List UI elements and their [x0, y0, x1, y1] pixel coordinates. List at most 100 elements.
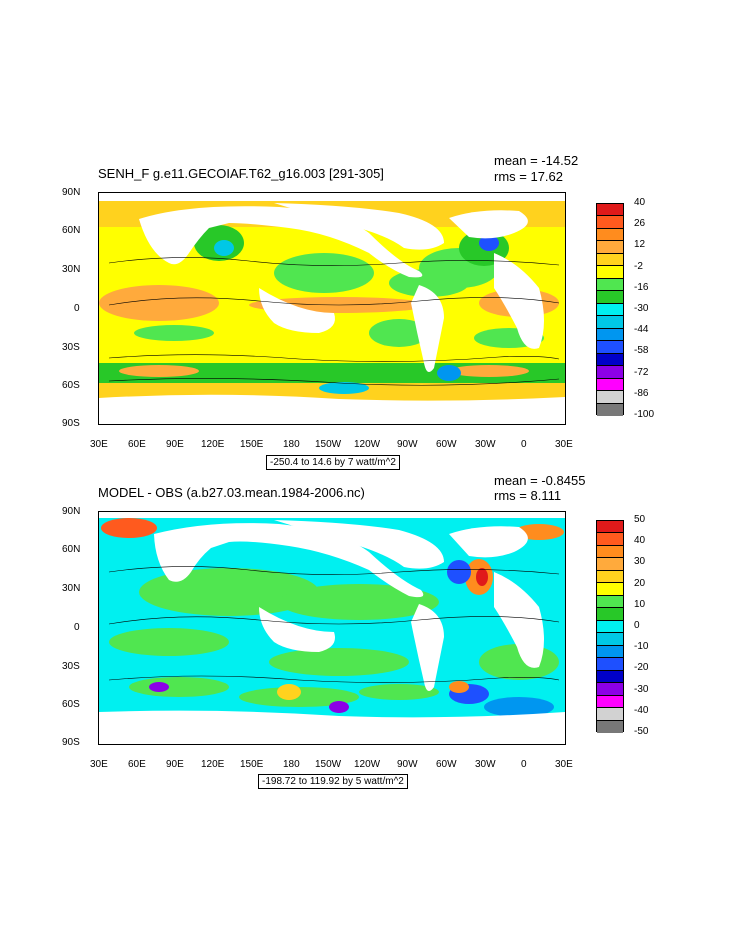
colorbar-label: -20 — [634, 662, 649, 674]
lat-label: 60N — [62, 225, 81, 236]
lon-label: 150W — [315, 439, 342, 450]
lat-label: 30S — [62, 342, 80, 353]
colorbar-label: -30 — [634, 683, 649, 695]
panel-model-minus-obs: MODEL - OBS (a.b27.03.mean.1984-2006.nc)… — [0, 470, 733, 800]
lat-label: 60N — [62, 544, 81, 555]
colorbar-swatch — [597, 521, 623, 534]
colorbar — [596, 520, 624, 733]
lat-label: 0 — [74, 303, 80, 314]
colorbar-label: -2 — [634, 260, 643, 272]
colorbar-swatch — [597, 633, 623, 646]
lon-label: 30E — [555, 759, 573, 770]
colorbar-swatch — [597, 708, 623, 721]
colorbar-label: -44 — [634, 324, 649, 336]
colorbar — [596, 203, 624, 416]
colorbar-label: 40 — [634, 197, 646, 208]
lon-label: 90W — [397, 759, 418, 770]
colorbar-label: 40 — [634, 535, 646, 547]
colorbar-label: 0 — [634, 620, 640, 631]
colorbar-swatch — [597, 378, 623, 392]
mean-value: mean = -0.8455 — [494, 473, 586, 488]
colorbar-swatch — [597, 720, 623, 733]
colorbar-swatch — [597, 620, 623, 634]
colorbar-swatch — [597, 204, 623, 217]
colorbar-swatch — [597, 353, 623, 367]
lon-label: 120E — [201, 439, 225, 450]
map-field — [99, 193, 565, 424]
colorbar-label: -30 — [634, 303, 649, 314]
lon-label: 60E — [128, 439, 146, 450]
colorbar-label: 12 — [634, 239, 646, 251]
colorbar-swatch — [597, 570, 623, 584]
lat-label: 30S — [62, 661, 80, 672]
colorbar-swatch — [597, 253, 623, 267]
colorbar-swatch — [597, 366, 623, 379]
lon-label: 180 — [283, 759, 300, 770]
mean-value: mean = -14.52 — [494, 153, 579, 168]
map-field — [99, 512, 565, 744]
lon-label: 0 — [521, 759, 527, 770]
lon-label: 30E — [90, 759, 108, 770]
lat-label: 90N — [62, 187, 81, 198]
panel-title: MODEL - OBS (a.b27.03.mean.1984-2006.nc) — [98, 485, 365, 500]
colorbar-swatch — [597, 583, 623, 596]
lat-label: 90S — [62, 737, 80, 748]
colorbar-swatch — [597, 683, 623, 696]
lon-label: 120E — [201, 759, 225, 770]
colorbar-swatch — [597, 391, 623, 404]
colorbar-swatch — [597, 608, 623, 621]
panel-senh-f: SENH_F g.e11.GECOIAF.T62_g16.003 [291-30… — [0, 145, 733, 475]
colorbar-swatch — [597, 595, 623, 609]
colorbar-swatch — [597, 216, 623, 229]
colorbar-swatch — [597, 670, 623, 684]
colorbar-label: 50 — [634, 514, 646, 525]
lon-label: 180 — [283, 439, 300, 450]
colorbar-label: 10 — [634, 598, 646, 610]
colorbar-swatch — [597, 228, 623, 242]
colorbar-swatch — [597, 328, 623, 342]
lon-label: 0 — [521, 439, 527, 450]
contour-range-label: -198.72 to 119.92 by 5 watt/m^2 — [258, 774, 408, 789]
lat-label: 60S — [62, 699, 80, 710]
colorbar-swatch — [597, 403, 623, 416]
colorbar-swatch — [597, 658, 623, 671]
colorbar-swatch — [597, 316, 623, 329]
colorbar-swatch — [597, 341, 623, 354]
colorbar-label: -10 — [634, 641, 649, 653]
colorbar-swatch — [597, 533, 623, 546]
lon-label: 150W — [315, 759, 342, 770]
rms-value: rms = 8.111 — [494, 488, 562, 503]
colorbar-swatch — [597, 695, 623, 709]
colorbar-label: -86 — [634, 387, 649, 399]
colorbar-label: -72 — [634, 366, 649, 378]
lon-label: 60E — [128, 759, 146, 770]
panel-title: SENH_F g.e11.GECOIAF.T62_g16.003 [291-30… — [98, 166, 384, 181]
lon-label: 30W — [475, 759, 496, 770]
colorbar-label: -50 — [634, 726, 649, 737]
lat-label: 90N — [62, 506, 81, 517]
lat-label: 60S — [62, 380, 80, 391]
colorbar-swatch — [597, 291, 623, 304]
colorbar-label: 20 — [634, 577, 646, 589]
colorbar-label: 26 — [634, 218, 646, 230]
lon-label: 90W — [397, 439, 418, 450]
lon-label: 150E — [240, 439, 264, 450]
colorbar-label: -58 — [634, 345, 649, 357]
colorbar-label: -16 — [634, 281, 649, 293]
colorbar-swatch — [597, 545, 623, 559]
lat-label: 30N — [62, 583, 81, 594]
colorbar-label: -40 — [634, 704, 649, 716]
lon-label: 120W — [354, 759, 381, 770]
lat-label: 0 — [74, 622, 80, 633]
colorbar-swatch — [597, 558, 623, 571]
lon-label: 30E — [90, 439, 108, 450]
map-plot — [98, 192, 566, 425]
lat-label: 30N — [62, 264, 81, 275]
lon-label: 30E — [555, 439, 573, 450]
colorbar-swatch — [597, 266, 623, 279]
lat-label: 90S — [62, 418, 80, 429]
contour-range-label: -250.4 to 14.6 by 7 watt/m^2 — [266, 455, 400, 470]
colorbar-label: 30 — [634, 556, 646, 568]
colorbar-swatch — [597, 278, 623, 292]
colorbar-label: -100 — [634, 409, 655, 420]
